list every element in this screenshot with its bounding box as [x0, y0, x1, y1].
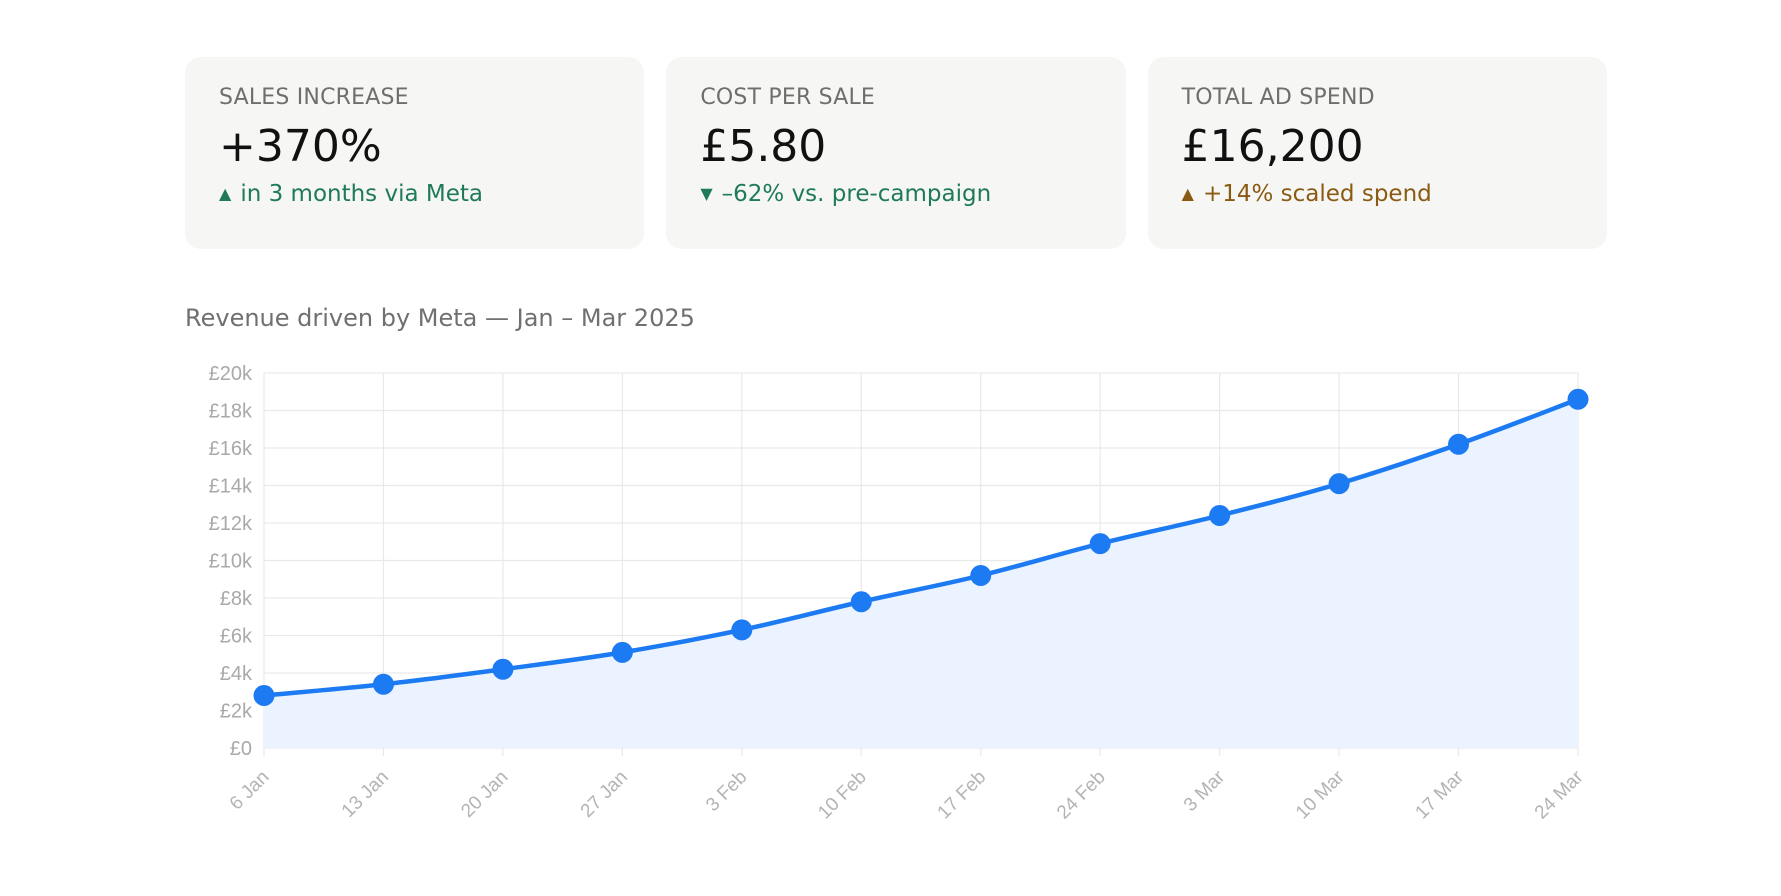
kpi-change-text: in 3 months via Meta	[240, 180, 483, 207]
y-tick-label: £0	[230, 738, 252, 760]
kpi-value: £16,200	[1181, 121, 1364, 172]
x-tick-label: 24 Feb	[1053, 767, 1110, 824]
kpi-label: SALES INCREASE	[219, 85, 409, 110]
y-tick-label: £10k	[209, 551, 253, 573]
triangle-up-icon: ▲	[219, 184, 232, 204]
data-point	[970, 565, 992, 586]
kpi-change-text: +14% scaled spend	[1202, 180, 1432, 207]
y-tick-label: £12k	[209, 513, 253, 535]
x-tick-label: 3 Feb	[702, 767, 751, 816]
kpi-card-cost-per-sale: COST PER SALE £5.80 ▼ –62% vs. pre-campa…	[666, 57, 1126, 249]
triangle-down-icon: ▼	[700, 184, 713, 204]
data-point	[1089, 533, 1111, 555]
kpi-change: ▲ +14% scaled spend	[1181, 180, 1573, 207]
data-point	[372, 673, 394, 695]
x-tick-label: 3 Mar	[1180, 766, 1230, 816]
kpi-change: ▼ –62% vs. pre-campaign	[700, 180, 1091, 207]
y-tick-label: £18k	[209, 401, 253, 423]
x-tick-label: 20 Jan	[457, 767, 512, 822]
x-tick-label: 10 Mar	[1292, 766, 1349, 823]
triangle-up-icon: ▲	[1181, 184, 1194, 204]
y-tick-label: £8k	[220, 588, 253, 610]
kpi-card-total-ad-spend: TOTAL AD SPEND £16,200 ▲ +14% scaled spe…	[1147, 57, 1607, 249]
kpi-label: TOTAL AD SPEND	[1181, 85, 1375, 110]
kpi-change: ▲ in 3 months via Meta	[219, 180, 610, 207]
x-tick-label: 10 Feb	[814, 767, 871, 824]
revenue-chart: £0 £2k £4k £6k £8k £10k £12k £14k £16k £18k £20k 6 …	[209, 363, 1589, 824]
y-tick-label: £6k	[220, 626, 253, 648]
y-tick-label: £16k	[209, 438, 253, 460]
x-tick-label: 6 Jan	[226, 767, 274, 815]
kpi-value: +370%	[219, 121, 382, 172]
kpi-card-sales-increase: SALES INCREASE +370% ▲ in 3 months via M…	[185, 57, 645, 249]
x-tick-label: 13 Jan	[338, 767, 393, 822]
y-tick-label: £14k	[209, 476, 253, 498]
data-point	[492, 658, 514, 680]
data-point	[611, 641, 633, 663]
data-point	[1448, 433, 1470, 455]
data-point	[1567, 388, 1589, 410]
kpi-change-text: –62% vs. pre-campaign	[721, 180, 992, 207]
y-tick-label: £4k	[220, 663, 253, 685]
data-point	[850, 591, 872, 613]
kpi-value: £5.80	[700, 121, 827, 172]
series-area	[264, 399, 1578, 748]
y-tick-label: £20k	[209, 363, 253, 385]
x-tick-label: 24 Mar	[1531, 766, 1588, 823]
kpi-label: COST PER SALE	[700, 85, 876, 110]
kpi-cards: SALES INCREASE +370% ▲ in 3 months via M…	[185, 57, 1607, 249]
x-tick-label: 27 Jan	[577, 767, 632, 822]
x-tick-label: 17 Mar	[1411, 766, 1468, 823]
x-tick-label: 17 Feb	[934, 767, 991, 824]
data-point	[731, 619, 753, 641]
y-tick-label: £2k	[220, 701, 253, 723]
chart-title: Revenue driven by Meta — Jan – Mar 2025	[185, 304, 695, 332]
data-point	[1328, 473, 1350, 495]
data-point	[253, 685, 275, 706]
data-point	[1209, 505, 1231, 526]
